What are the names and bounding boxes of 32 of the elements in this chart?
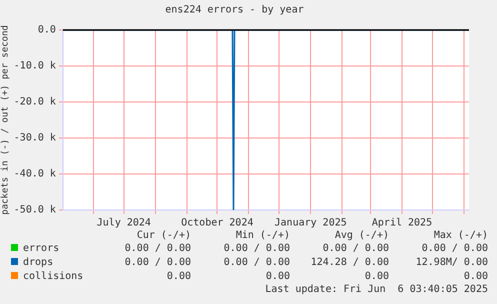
text: 124.28 / 0.00 bbox=[310, 256, 389, 270]
text: 0.00 / 0.00 bbox=[124, 256, 191, 270]
x-tick-label: October 2024 bbox=[181, 218, 254, 229]
y-tick-label: -50.0 k bbox=[14, 204, 56, 216]
text: 0.00 / 0.00 bbox=[420, 242, 488, 256]
y-tick-label: -20.0 k bbox=[14, 96, 56, 108]
y-axis-title: packets in (-) / out (+) per second bbox=[0, 25, 11, 215]
text: Cur (-/+) bbox=[136, 230, 191, 242]
legend-label: collisions bbox=[22, 270, 84, 284]
chart-title: ens224 errors - by year bbox=[165, 4, 304, 16]
text: Min (-/+) bbox=[234, 230, 290, 242]
y-tick-label: -40.0 k bbox=[14, 168, 56, 180]
x-tick-label: July 2024 bbox=[96, 218, 151, 229]
text: 0.00 bbox=[462, 270, 488, 284]
text: 0.00 bbox=[166, 270, 191, 284]
y-tick-label: -30.0 k bbox=[14, 132, 56, 144]
text: Max (-/+) bbox=[432, 230, 488, 242]
y-tick-label: 0.0 bbox=[38, 24, 56, 36]
text: 0.00 / 0.00 bbox=[222, 242, 290, 256]
x-tick-label: April 2025 bbox=[372, 218, 432, 229]
text: 12.98M/ 0.00 bbox=[414, 256, 488, 270]
legend-label: drops bbox=[22, 256, 54, 270]
text: 0.00 / 0.00 bbox=[124, 242, 191, 256]
text: Avg (-/+) bbox=[334, 230, 389, 242]
legend-label: errors bbox=[22, 242, 60, 256]
text: 0.00 / 0.00 bbox=[322, 242, 389, 256]
x-tick-label: January 2025 bbox=[274, 218, 347, 229]
text: 0.00 bbox=[264, 270, 290, 284]
y-tick-label: -10.0 k bbox=[14, 60, 56, 72]
text: 0.00 / 0.00 bbox=[222, 256, 290, 270]
text: Last update: Fri Jun 6 03:40:05 2025 bbox=[264, 284, 488, 296]
text: 0.00 bbox=[364, 270, 389, 284]
